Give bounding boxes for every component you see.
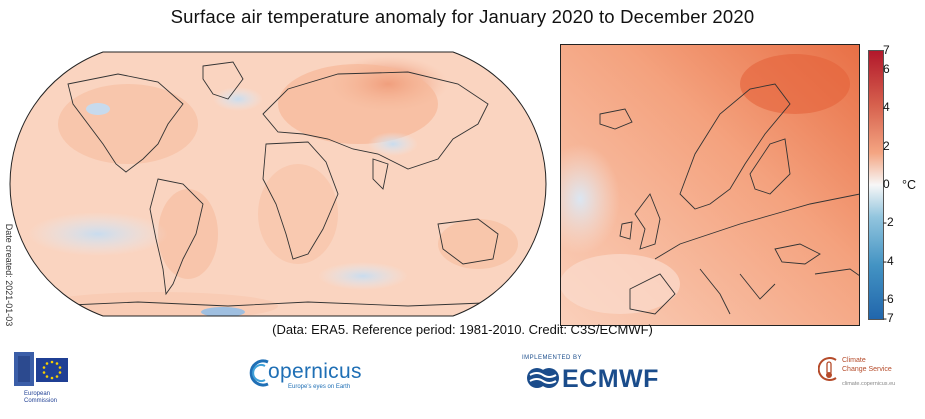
colorbar-tick-label: -2 xyxy=(883,215,894,230)
c3s-logo: Climate Change Service climate.copernicu… xyxy=(818,354,918,398)
colorbar-tick-label: -7 xyxy=(883,311,894,325)
c3s-line2: Change Service xyxy=(842,366,892,373)
colorbar-tick-label: 7 xyxy=(883,43,890,57)
ec-line2: Commission xyxy=(24,398,58,404)
c3s-line1: Climate xyxy=(842,357,866,364)
colorbar-tick-label: -4 xyxy=(883,253,894,268)
ec-line1: European xyxy=(24,391,51,397)
thermometer-icon xyxy=(818,357,837,381)
copernicus-logo: opernicus Europe's eyes on Earth xyxy=(248,356,388,396)
ec-building-icon xyxy=(14,352,68,386)
europe-anomaly-map xyxy=(560,44,860,326)
copernicus-wordmark: opernicus xyxy=(268,360,362,383)
copernicus-tagline: Europe's eyes on Earth xyxy=(288,384,351,390)
credit-line: (Data: ERA5. Reference period: 1981-2010… xyxy=(272,322,653,337)
colorbar-tick-label: -6 xyxy=(883,291,894,306)
ecmwf-logo: IMPLEMENTED BY ECMWF xyxy=(522,355,682,397)
european-commission-logo: European Commission xyxy=(14,352,94,404)
colorbar-unit: °C xyxy=(902,178,917,192)
colorbar-tick-label: 4 xyxy=(883,100,890,115)
world-anomaly-map xyxy=(9,51,547,317)
date-created: Date created: 2021-01-03 xyxy=(4,223,14,327)
colorbar-tick-label: 2 xyxy=(883,138,890,153)
ecmwf-implemented-by: IMPLEMENTED BY xyxy=(522,355,583,361)
ecmwf-wordmark: ECMWF xyxy=(562,365,659,393)
colorbar-tick-label: 6 xyxy=(883,62,890,77)
map-title: Surface air temperature anomaly for Janu… xyxy=(170,6,755,27)
c3s-url: climate.copernicus.eu xyxy=(842,381,896,387)
colorbar-tick-label: 0 xyxy=(883,177,890,191)
colorbar xyxy=(868,50,884,320)
ecmwf-waves-icon xyxy=(527,368,559,388)
copernicus-c-icon xyxy=(249,359,269,387)
